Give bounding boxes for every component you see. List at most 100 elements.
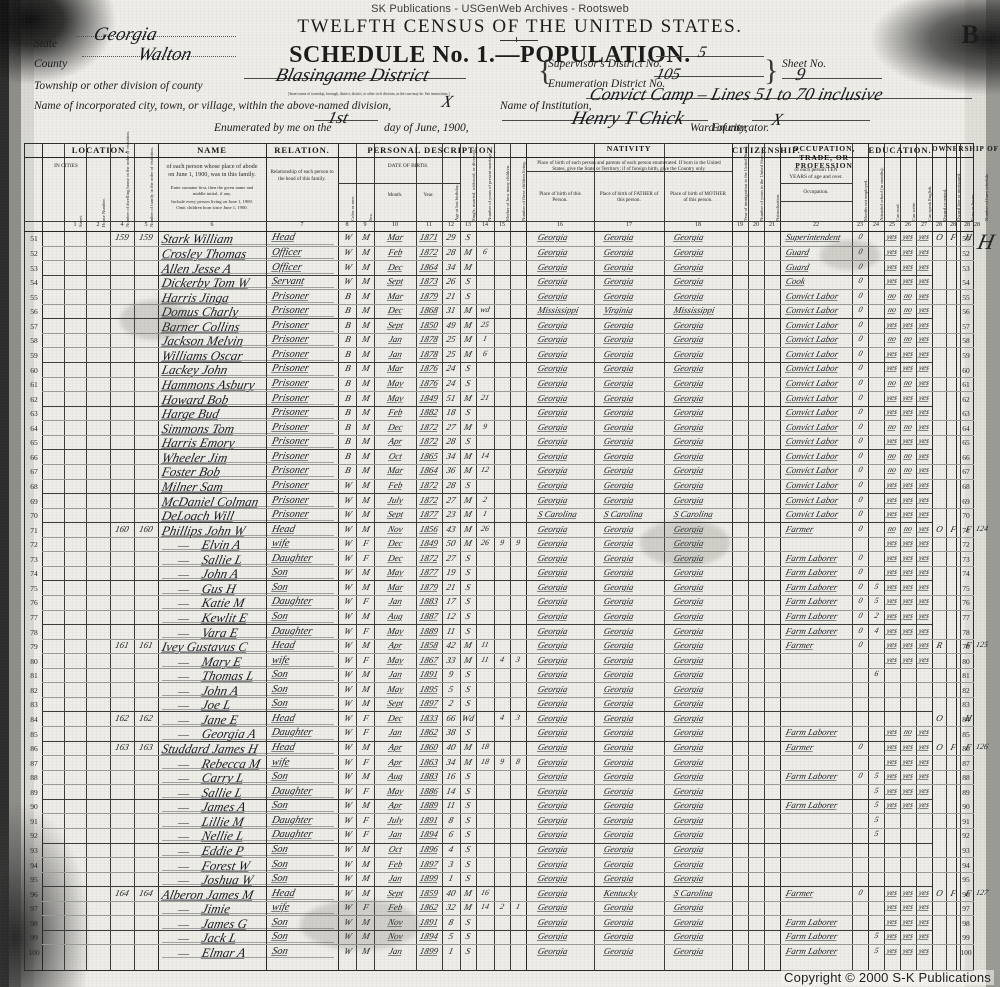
column-caption-rotated: Attended school (in months). bbox=[879, 167, 884, 221]
row-number: 53 bbox=[962, 263, 970, 273]
writing-guideline bbox=[162, 403, 334, 405]
column-number: 13 bbox=[465, 222, 471, 228]
writing-guideline bbox=[162, 796, 334, 798]
row-rule bbox=[42, 449, 932, 451]
row-number: 64 bbox=[962, 423, 970, 433]
ditto-dash: — bbox=[178, 685, 189, 698]
writing-guideline bbox=[162, 825, 334, 827]
row-number: 61 bbox=[962, 380, 970, 390]
row-number: 57 bbox=[30, 321, 38, 331]
row-rule bbox=[42, 405, 932, 407]
column-rule bbox=[932, 143, 933, 971]
row-number: 85 bbox=[962, 729, 970, 739]
row-number: 60 bbox=[30, 365, 38, 375]
writing-guideline bbox=[162, 534, 334, 536]
row-number: 82 bbox=[30, 685, 38, 695]
writing-guideline bbox=[162, 578, 334, 580]
row-number: 88 bbox=[30, 773, 38, 783]
writing-guideline bbox=[162, 927, 334, 929]
schedule-title: SCHEDULE No. 1.—POPULATION. bbox=[289, 42, 691, 68]
column-caption-rotated: Can read. bbox=[895, 203, 900, 221]
writing-guideline bbox=[162, 330, 334, 332]
district-brace: {} bbox=[538, 54, 779, 87]
row-number: 51 bbox=[30, 234, 38, 244]
column-number: 28 bbox=[950, 222, 956, 228]
column-rule bbox=[86, 143, 87, 971]
column-group-title: CITIZENSHIP. bbox=[732, 145, 801, 155]
row-number: 92 bbox=[30, 831, 38, 841]
row-number: 75 bbox=[962, 583, 970, 593]
column-caption-rotated: Mother of how many children. bbox=[505, 164, 510, 221]
writing-guideline bbox=[162, 811, 334, 813]
column-number: 16 bbox=[557, 222, 563, 228]
row-number: 97 bbox=[30, 904, 38, 914]
row-number: 75 bbox=[30, 583, 38, 593]
column-rule bbox=[416, 143, 417, 971]
column-number: 20 bbox=[753, 222, 759, 228]
column-subheader: Year. bbox=[423, 193, 434, 198]
row-number: 99 bbox=[30, 933, 38, 943]
column-group-title: PERSONAL DESCRIPTION. bbox=[367, 145, 497, 155]
row-number: 55 bbox=[30, 292, 38, 302]
supervisor-label: Supervisor's District No. bbox=[548, 58, 662, 70]
row-number: 100 bbox=[960, 947, 972, 957]
column-caption-rotated: Number of years of present marriage. bbox=[487, 152, 492, 221]
writing-guideline bbox=[162, 622, 334, 624]
row-rule bbox=[42, 857, 974, 859]
ward-field-line bbox=[752, 120, 870, 121]
writing-guideline bbox=[162, 709, 334, 711]
township-label: Township or other division of county bbox=[34, 80, 203, 92]
row-rule bbox=[42, 842, 932, 844]
column-rule bbox=[868, 143, 869, 971]
column-rule bbox=[42, 143, 43, 971]
row-number: 63 bbox=[962, 409, 970, 419]
row-number: 67 bbox=[30, 467, 38, 477]
column-rule bbox=[748, 143, 749, 971]
writing-guideline bbox=[162, 636, 334, 638]
row-number: 56 bbox=[962, 307, 970, 317]
row-number: 81 bbox=[30, 671, 38, 681]
writing-guideline bbox=[162, 447, 334, 449]
row-number: 53 bbox=[30, 263, 38, 273]
column-rule bbox=[852, 143, 853, 971]
column-caption-rotated: Can write. bbox=[911, 201, 916, 221]
row-number: 93 bbox=[962, 846, 970, 855]
row-rule bbox=[42, 420, 974, 422]
writing-guideline bbox=[162, 782, 334, 784]
ditto-dash: — bbox=[178, 540, 189, 553]
writing-guideline bbox=[162, 505, 334, 507]
column-number: 15 bbox=[499, 222, 505, 228]
enumerated-day-value: 1st bbox=[325, 108, 351, 127]
column-group-title: RELATION. bbox=[274, 145, 330, 155]
row-number: 66 bbox=[962, 452, 970, 462]
ditto-dash: — bbox=[178, 773, 189, 786]
row-rule bbox=[42, 478, 974, 480]
writing-guideline bbox=[162, 491, 334, 493]
row-rule bbox=[42, 289, 974, 291]
writing-guideline bbox=[162, 738, 334, 740]
column-subheader: Month. bbox=[387, 193, 403, 198]
column-caption-rotated: Number of farm schedule. bbox=[984, 172, 989, 221]
column-number: 11 bbox=[426, 222, 432, 228]
row-number: 98 bbox=[30, 918, 38, 928]
row-rule bbox=[42, 609, 974, 611]
row-number: 79 bbox=[30, 642, 38, 652]
column-rule bbox=[134, 143, 135, 971]
column-rule bbox=[594, 143, 595, 971]
row-number: 58 bbox=[962, 336, 970, 346]
row-rule bbox=[42, 580, 932, 582]
column-number: 9 bbox=[363, 222, 367, 228]
row-rule bbox=[338, 183, 460, 184]
row-number: 84 bbox=[962, 714, 970, 724]
row-rule bbox=[42, 711, 932, 713]
column-number: 2 bbox=[96, 222, 100, 228]
writing-guideline bbox=[162, 767, 334, 769]
column-rule bbox=[780, 143, 781, 971]
column-number: 28 bbox=[964, 222, 970, 228]
writing-guideline bbox=[162, 956, 334, 958]
row-number: 78 bbox=[962, 627, 970, 637]
writing-guideline bbox=[162, 360, 334, 361]
row-rule bbox=[42, 900, 974, 902]
sheet-letter: B bbox=[961, 20, 979, 49]
row-number: 90 bbox=[962, 802, 970, 812]
